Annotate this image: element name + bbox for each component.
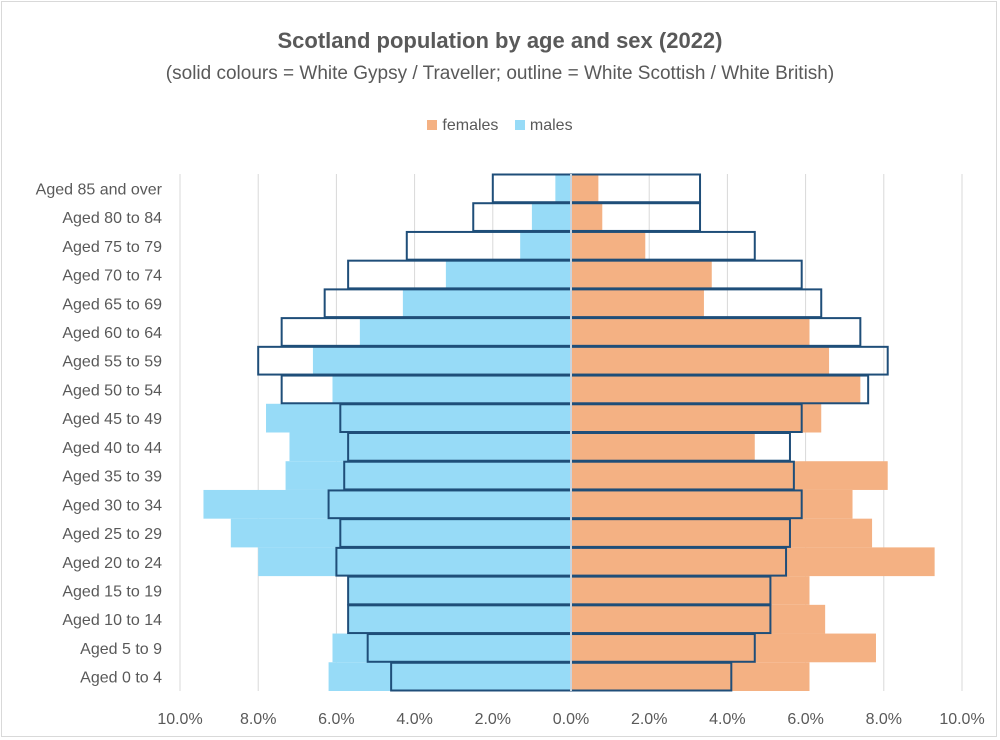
category-label: Aged 45 to 49: [62, 411, 162, 428]
bar-females-solid: [571, 461, 888, 490]
legend-label-males: males: [529, 117, 573, 134]
bar-females-solid: [571, 202, 603, 232]
bar-females-solid: [571, 547, 935, 577]
bar-males-solid: [328, 662, 571, 691]
bar-females-solid: [571, 662, 810, 691]
x-tick-label: 6.0%: [787, 711, 823, 728]
x-tick-labels: 10.0% 8.0% 6.0% 4.0% 2.0% 0.0% 2.0% 4.0% 6.0% 8.0…: [157, 711, 984, 728]
solid-bars: [203, 174, 935, 691]
x-tick-label: 4.0%: [709, 711, 745, 728]
x-tick-label: 0.0%: [553, 711, 589, 728]
bar-males-solid: [359, 317, 571, 347]
x-tick-label: 8.0%: [240, 711, 276, 728]
chart-title: Scotland population by age and sex (2022…: [277, 28, 723, 53]
bar-females-solid: [571, 604, 826, 634]
bar-males-solid: [312, 346, 571, 376]
bar-males-solid: [531, 202, 571, 232]
category-labels: Aged 0 to 4 Aged 5 to 9 Aged 10 to 14 Aged …: [36, 181, 163, 686]
bar-females-solid: [571, 346, 830, 376]
x-tick-label: 2.0%: [475, 711, 511, 728]
category-label: Aged 35 to 39: [62, 469, 162, 486]
bar-males-solid: [348, 604, 571, 634]
bar-males-solid: [230, 518, 571, 548]
category-label: Aged 70 to 74: [62, 268, 162, 285]
bar-females-solid: [571, 260, 712, 289]
category-label: Aged 50 to 54: [62, 382, 162, 399]
bar-males-solid: [289, 432, 571, 462]
bar-females-solid: [571, 375, 861, 404]
category-label: Aged 15 to 19: [62, 583, 162, 600]
category-label: Aged 40 to 44: [62, 440, 162, 457]
category-label: Aged 80 to 84: [62, 210, 162, 227]
bar-females-solid: [571, 231, 646, 261]
bar-females-solid: [571, 403, 822, 433]
category-label: Aged 5 to 9: [80, 641, 162, 658]
x-tick-label: 8.0%: [866, 711, 902, 728]
category-label: Aged 75 to 79: [62, 239, 162, 256]
x-tick-label: 10.0%: [157, 711, 202, 728]
legend-label-females: females: [442, 117, 499, 134]
category-label: Aged 55 to 59: [62, 354, 162, 371]
chart-legend: females males: [0, 117, 1000, 135]
legend-item-males: males: [514, 117, 573, 135]
x-tick-label: 10.0%: [939, 711, 984, 728]
x-tick-label: 4.0%: [396, 711, 432, 728]
bar-males-solid: [203, 489, 571, 519]
x-tick-label: 2.0%: [631, 711, 667, 728]
bar-males-solid: [266, 403, 571, 433]
bar-males-solid: [285, 461, 571, 490]
bar-females-solid: [571, 489, 853, 519]
legend-swatch-females: [427, 120, 438, 130]
bar-males-solid: [348, 576, 571, 605]
bar-females-solid: [571, 317, 810, 347]
bar-males-solid: [520, 231, 571, 261]
chart-subtitle: (solid colours = White Gypsy / Traveller…: [165, 63, 835, 84]
category-label: Aged 0 to 4: [80, 670, 162, 687]
bar-males-solid: [445, 260, 571, 289]
bar-males-solid: [258, 547, 571, 577]
bar-males-solid: [402, 288, 571, 318]
legend-item-females: females: [427, 117, 498, 135]
bar-females-solid: [571, 576, 810, 605]
bar-males-solid: [332, 375, 571, 404]
bar-males-solid: [555, 174, 571, 203]
bar-females-solid: [571, 288, 704, 318]
bar-females-solid: [571, 174, 599, 203]
category-label: Aged 20 to 24: [62, 555, 162, 572]
bar-females-solid: [571, 633, 876, 663]
bar-females-solid: [571, 432, 755, 462]
category-label: Aged 65 to 69: [62, 296, 162, 313]
category-label: Aged 60 to 64: [62, 325, 162, 342]
bar-females-solid: [571, 518, 873, 548]
category-label: Aged 30 to 34: [62, 497, 162, 514]
category-label: Aged 25 to 29: [62, 526, 162, 543]
x-tick-label: 6.0%: [318, 711, 354, 728]
category-label: Aged 10 to 14: [62, 612, 162, 629]
category-label: Aged 85 and over: [36, 181, 163, 198]
bar-males-solid: [332, 633, 571, 663]
legend-swatch-males: [514, 120, 525, 130]
